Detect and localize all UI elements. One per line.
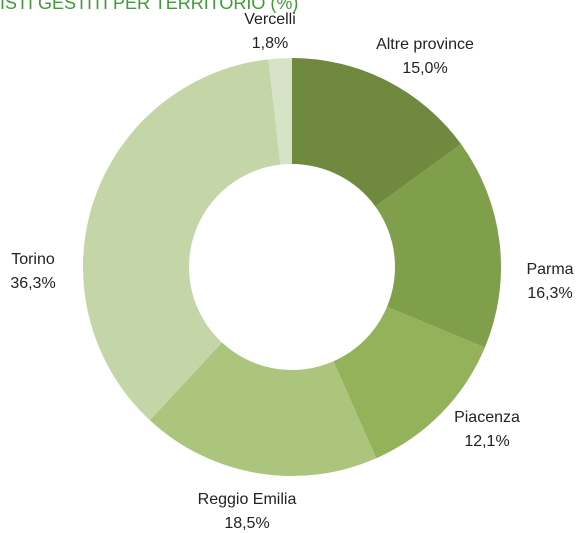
value-label: 16,3% (527, 285, 572, 302)
value-label: 36,3% (10, 275, 55, 292)
value-label: 18,5% (224, 515, 269, 532)
slice-label: Altre province (376, 36, 474, 53)
slice (268, 58, 292, 165)
chart-title: ISTI GESTITI PER TERRITORIO (%) (0, 0, 298, 13)
slice-label: Torino (11, 251, 55, 268)
value-label: 15,0% (402, 60, 447, 77)
value-label: 12,1% (464, 433, 509, 450)
slice-label: Reggio Emilia (198, 491, 297, 508)
slice-label: Piacenza (454, 409, 520, 426)
slice (82, 59, 281, 421)
slice-label: Vercelli (244, 11, 296, 28)
slice (333, 306, 485, 459)
slice (292, 58, 462, 207)
slice-label: Parma (526, 261, 573, 278)
slice (375, 144, 501, 348)
value-label: 1,8% (252, 35, 288, 52)
slice (149, 342, 377, 476)
